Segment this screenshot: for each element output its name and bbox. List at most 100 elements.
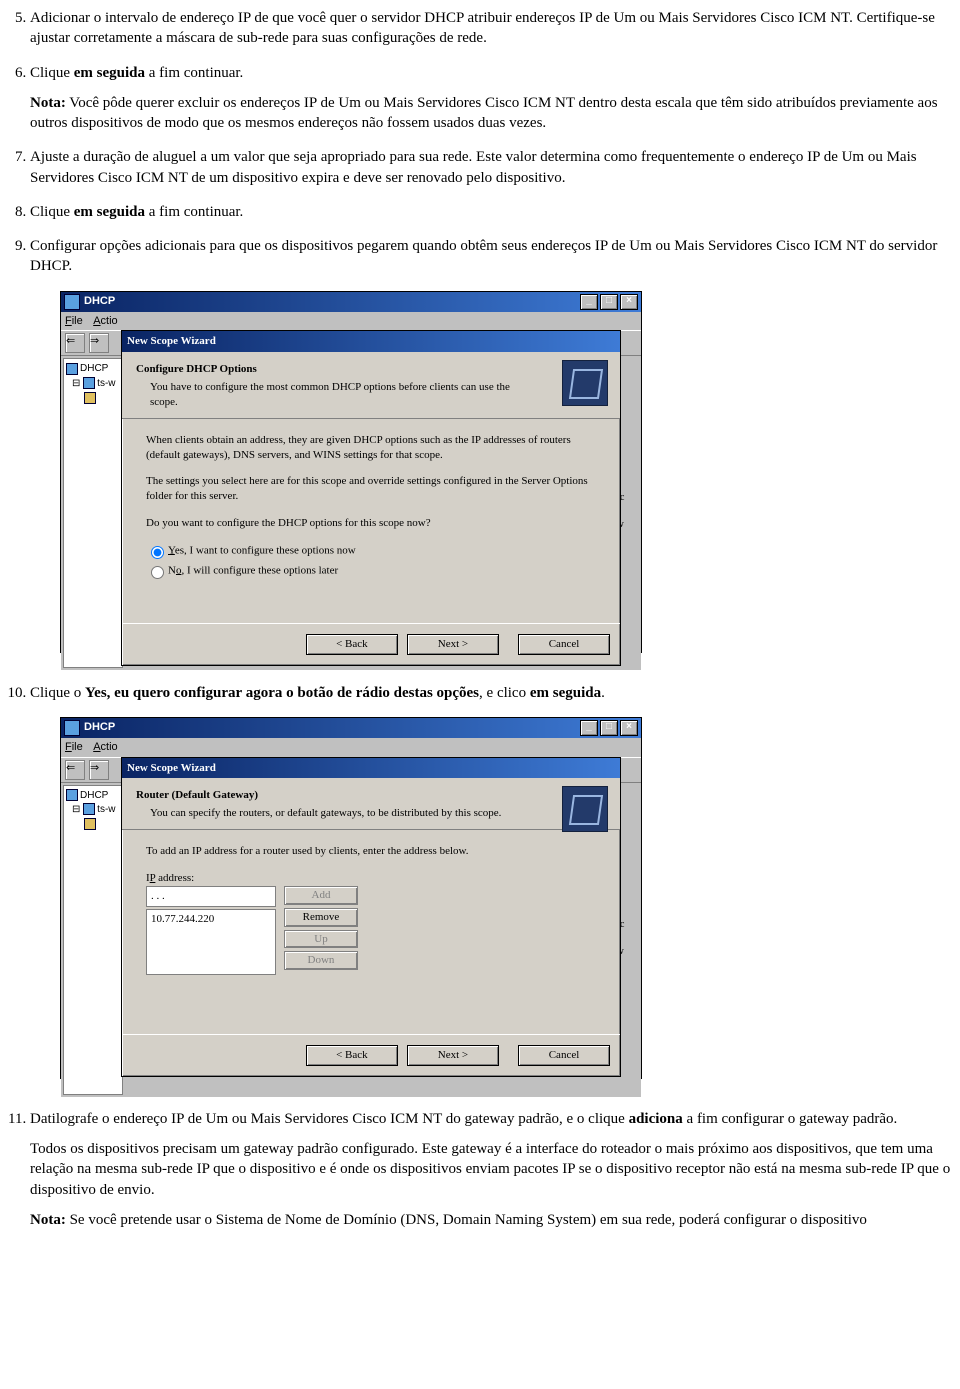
new-scope-wizard: New Scope Wizard Configure DHCP Options …: [121, 330, 621, 665]
dhcp-window: DHCP _ □ × File Actio ⇐ ⇒: [60, 717, 642, 1079]
step-5: Adicionar o intervalo de endereço IP de …: [30, 8, 952, 49]
radio-no-label: No, I will configure these options later: [168, 564, 338, 576]
note-2: Nota: Se você pretende usar o Sistema de…: [30, 1210, 952, 1230]
back-icon[interactable]: ⇐: [65, 760, 85, 780]
maximize-button[interactable]: □: [600, 720, 618, 736]
close-button[interactable]: ×: [620, 720, 638, 736]
wizard-buttons: < Back Next > Cancel: [122, 623, 620, 665]
next-button[interactable]: Next >: [407, 634, 499, 655]
step-7: Ajuste a duração de aluguel a um valor q…: [30, 147, 952, 188]
text: a fim continuar.: [145, 65, 243, 81]
titlebar: DHCP _ □ ×: [61, 718, 641, 738]
forward-icon[interactable]: ⇒: [89, 760, 109, 780]
adiciona: adiciona: [629, 1111, 683, 1127]
radio-yes-label: es, I want to configure these options no…: [175, 544, 356, 556]
menu-file[interactable]: File: [65, 741, 83, 753]
step-6: Clique em seguida a fim continuar. Nota:…: [30, 63, 952, 134]
folder-icon: [84, 818, 96, 830]
menubar: File Actio: [61, 312, 641, 331]
back-button[interactable]: < Back: [306, 1045, 398, 1066]
window-buttons: _ □ ×: [580, 294, 638, 310]
tree-pane: DHCP ⊟ ts-w: [63, 785, 123, 1095]
menu-action[interactable]: Actio: [93, 741, 117, 753]
titlebar: DHCP _ □ ×: [61, 292, 641, 312]
step-10: Clique o Yes, eu quero configurar agora …: [30, 683, 952, 1079]
wizard-body: When clients obtain an address, they are…: [122, 419, 620, 623]
note-text: Se você pretende usar o Sistema de Nome …: [66, 1212, 867, 1228]
back-icon[interactable]: ⇐: [65, 333, 85, 353]
ip-listbox[interactable]: 10.77.244.220: [146, 909, 276, 975]
wizard-buttons: < Back Next > Cancel: [122, 1034, 620, 1076]
down-button[interactable]: Down: [284, 951, 358, 970]
dhcp-window: DHCP _ □ × File Actio ⇐ ⇒: [60, 291, 642, 653]
menubar: File Actio: [61, 738, 641, 757]
close-button[interactable]: ×: [620, 294, 638, 310]
em-seguida: em seguida: [74, 204, 145, 220]
dhcp-icon: [64, 294, 80, 310]
em-seguida: em seguida: [74, 65, 145, 81]
back-button[interactable]: < Back: [306, 634, 398, 655]
wizard-text: Do you want to configure the DHCP option…: [146, 516, 596, 531]
right-pane: u amic New New Scope Wizard Router (Defa…: [127, 785, 639, 1095]
step-8: Clique em seguida a fim continuar.: [30, 202, 952, 222]
window-buttons: _ □ ×: [580, 720, 638, 736]
text: Configurar opções adicionais para que os…: [30, 238, 937, 274]
wizard-header-icon: [562, 786, 608, 832]
next-button[interactable]: Next >: [407, 1045, 499, 1066]
note-1: Nota: Você pôde querer excluir os endere…: [30, 93, 952, 134]
minimize-button[interactable]: _: [580, 720, 598, 736]
dhcp-icon: [64, 720, 80, 736]
tree-label: ts-w: [97, 378, 115, 389]
forward-icon[interactable]: ⇒: [89, 333, 109, 353]
window-title: DHCP: [84, 720, 115, 735]
new-scope-wizard: New Scope Wizard Router (Default Gateway…: [121, 757, 621, 1077]
menu-action[interactable]: Actio: [93, 315, 117, 327]
add-button[interactable]: Add: [284, 886, 358, 905]
wizard-header-subtitle: You have to configure the most common DH…: [150, 380, 520, 410]
tree-root[interactable]: DHCP: [66, 362, 120, 376]
wizard-header: Configure DHCP Options You have to confi…: [122, 352, 620, 419]
wizard-header-title: Configure DHCP Options: [136, 362, 606, 377]
step-11-para: Todos os dispositivos precisam um gatewa…: [30, 1139, 952, 1200]
right-pane: u amic New New Scope Wizard Configure DH…: [127, 358, 639, 668]
maximize-button[interactable]: □: [600, 294, 618, 310]
bold-text: Yes, eu quero configurar agora o botão d…: [85, 685, 479, 701]
ip-list-item[interactable]: 10.77.244.220: [151, 912, 271, 927]
radio-yes-row: Yes, I want to configure these options n…: [146, 543, 596, 559]
window-title: DHCP: [84, 294, 115, 309]
em-seguida: em seguida: [530, 685, 601, 701]
radio-no[interactable]: [151, 566, 164, 579]
wizard-header-icon: [562, 360, 608, 406]
wizard-text: When clients obtain an address, they are…: [146, 433, 596, 463]
radio-no-row: No, I will configure these options later: [146, 563, 596, 579]
text: , e clico: [479, 685, 530, 701]
tree-scope[interactable]: [66, 818, 120, 832]
text: Clique: [30, 204, 74, 220]
radio-yes[interactable]: [151, 546, 164, 559]
wizard-text: The settings you select here are for thi…: [146, 474, 596, 504]
tree-server[interactable]: ⊟ ts-w: [66, 377, 120, 391]
tree-root[interactable]: DHCP: [66, 789, 120, 803]
remove-button[interactable]: Remove: [284, 908, 358, 927]
tree-pane: DHCP ⊟ ts-w: [63, 358, 123, 668]
text: Datilografe o endereço IP de Um ou Mais …: [30, 1111, 629, 1127]
text: Clique o: [30, 685, 85, 701]
minimize-button[interactable]: _: [580, 294, 598, 310]
screenshot-dhcp-options: DHCP _ □ × File Actio ⇐ ⇒: [60, 291, 952, 653]
up-button[interactable]: Up: [284, 930, 358, 949]
tree-scope[interactable]: [66, 391, 120, 405]
wizard-title: New Scope Wizard: [122, 331, 620, 352]
dhcp-icon: [66, 789, 78, 801]
tree-server[interactable]: ⊟ ts-w: [66, 803, 120, 817]
menu-file[interactable]: File: [65, 315, 83, 327]
wizard-header: Router (Default Gateway) You can specify…: [122, 778, 620, 830]
tree-label: DHCP: [80, 790, 108, 801]
cancel-button[interactable]: Cancel: [518, 1045, 610, 1066]
text: Clique: [30, 65, 74, 81]
ip-input[interactable]: . . .: [146, 886, 276, 907]
wizard-header-title: Router (Default Gateway): [136, 788, 606, 803]
cancel-button[interactable]: Cancel: [518, 634, 610, 655]
folder-icon: [84, 392, 96, 404]
tree-label: DHCP: [80, 363, 108, 374]
wizard-body: To add an IP address for a router used b…: [122, 830, 620, 1034]
